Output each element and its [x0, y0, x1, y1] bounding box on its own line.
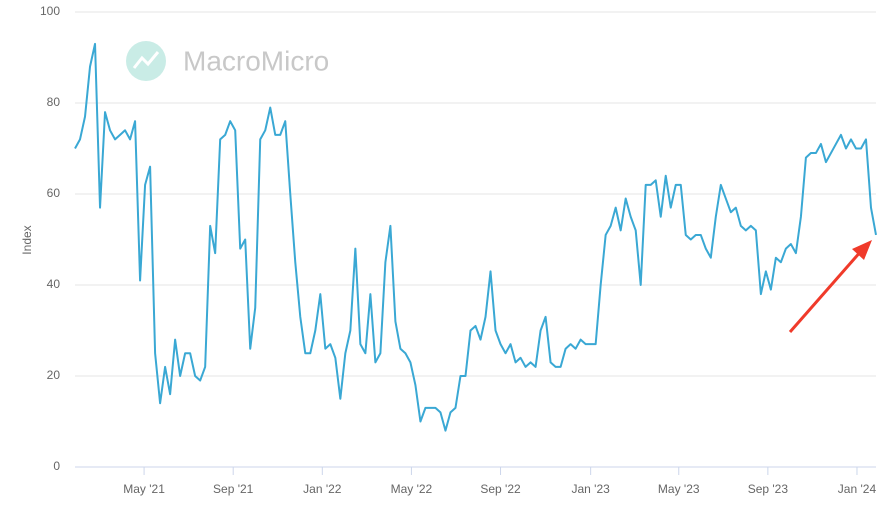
line	[74, 42, 877, 432]
y-tick-label: 100	[40, 4, 60, 18]
x-tick-label: May '21	[123, 482, 165, 496]
x-tick-label: May '22	[391, 482, 433, 496]
x-tick-label: Sep '23	[748, 482, 789, 496]
x-tick-label: May '23	[658, 482, 700, 496]
logo-mark	[132, 51, 160, 69]
x-tick-label: Sep '22	[480, 482, 521, 496]
watermark: MacroMicro	[183, 45, 329, 76]
y-tick-label: 20	[47, 368, 61, 382]
y-tick-label: 40	[47, 277, 61, 291]
x-tick-label: Jan '23	[571, 482, 610, 496]
y-tick-label: 60	[47, 186, 61, 200]
x-tick-label: Sep '21	[213, 482, 254, 496]
y-tick-label: 80	[47, 95, 61, 109]
x-tick-label: Jan '24	[838, 482, 877, 496]
y-axis-label: Index	[20, 225, 34, 254]
plot: 0 20 40 60 80 100 May '21 Sep '21 Jan '22 May '22…	[40, 4, 877, 496]
y-tick-label: 0	[53, 459, 60, 473]
x-tick-label: Jan '22	[303, 482, 342, 496]
arrow	[788, 240, 872, 333]
